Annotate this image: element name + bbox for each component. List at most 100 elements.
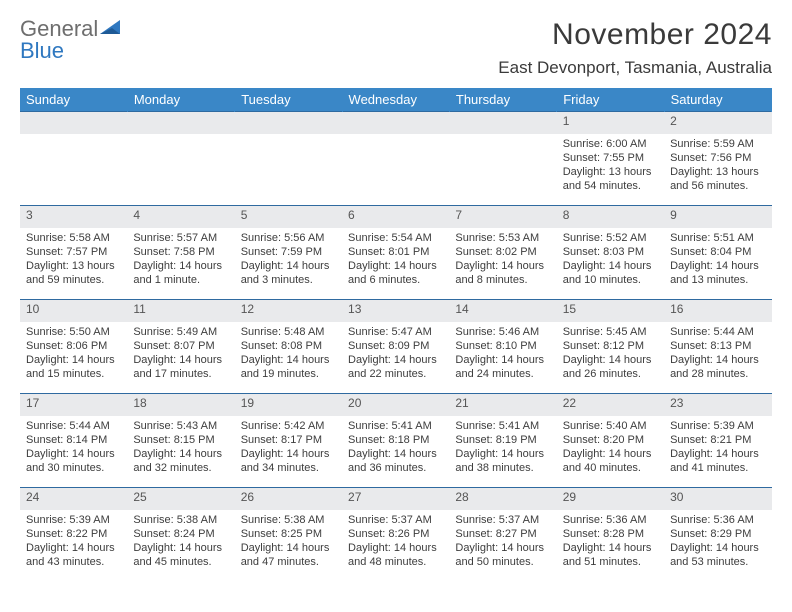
day-number: 20 [342,394,449,417]
sunset-text: Sunset: 8:12 PM [563,339,658,353]
day1-text: Daylight: 14 hours [348,259,443,273]
day1-text: Daylight: 14 hours [563,259,658,273]
day1-text: Daylight: 14 hours [455,259,550,273]
day1-text: Daylight: 14 hours [670,259,765,273]
day-cell: Sunrise: 5:44 AMSunset: 8:14 PMDaylight:… [20,416,127,488]
day-cell: Sunrise: 5:43 AMSunset: 8:15 PMDaylight:… [127,416,234,488]
day-cell: Sunrise: 5:37 AMSunset: 8:26 PMDaylight:… [342,510,449,581]
day1-text: Daylight: 14 hours [241,447,336,461]
day2-text: and 40 minutes. [563,461,658,475]
day1-text: Daylight: 14 hours [670,447,765,461]
sunrise-text: Sunrise: 5:49 AM [133,325,228,339]
day2-text: and 36 minutes. [348,461,443,475]
day-cell: Sunrise: 5:49 AMSunset: 8:07 PMDaylight:… [127,322,234,394]
sunrise-text: Sunrise: 5:54 AM [348,231,443,245]
sunset-text: Sunset: 7:58 PM [133,245,228,259]
day1-text: Daylight: 14 hours [26,541,121,555]
day-number: 11 [127,300,234,323]
daynum-row: 10111213141516 [20,300,772,323]
day1-text: Daylight: 14 hours [241,353,336,367]
day2-text: and 30 minutes. [26,461,121,475]
calendar-head: Sunday Monday Tuesday Wednesday Thursday… [20,88,772,112]
day2-text: and 10 minutes. [563,273,658,287]
day2-text: and 45 minutes. [133,555,228,569]
day-number: 30 [664,488,771,511]
daynum-row: 12 [20,112,772,135]
sunrise-text: Sunrise: 5:41 AM [348,419,443,433]
detail-row: Sunrise: 6:00 AMSunset: 7:55 PMDaylight:… [20,134,772,206]
sunrise-text: Sunrise: 5:41 AM [455,419,550,433]
day1-text: Daylight: 14 hours [455,541,550,555]
brand-logo: General Blue [20,18,124,62]
day-cell: Sunrise: 5:45 AMSunset: 8:12 PMDaylight:… [557,322,664,394]
sunset-text: Sunset: 8:13 PM [670,339,765,353]
day-cell: Sunrise: 5:40 AMSunset: 8:20 PMDaylight:… [557,416,664,488]
day1-text: Daylight: 14 hours [26,353,121,367]
sunset-text: Sunset: 8:22 PM [26,527,121,541]
sunrise-text: Sunrise: 5:38 AM [241,513,336,527]
sunrise-text: Sunrise: 5:57 AM [133,231,228,245]
day2-text: and 53 minutes. [670,555,765,569]
dayname: Tuesday [235,88,342,112]
sunrise-text: Sunrise: 5:37 AM [348,513,443,527]
daynum-row: 24252627282930 [20,488,772,511]
day2-text: and 34 minutes. [241,461,336,475]
day1-text: Daylight: 14 hours [133,259,228,273]
sunrise-text: Sunrise: 5:45 AM [563,325,658,339]
sunrise-text: Sunrise: 5:56 AM [241,231,336,245]
sunset-text: Sunset: 8:15 PM [133,433,228,447]
sunrise-text: Sunrise: 5:44 AM [26,419,121,433]
day-number: 24 [20,488,127,511]
day2-text: and 1 minute. [133,273,228,287]
day-cell: Sunrise: 5:52 AMSunset: 8:03 PMDaylight:… [557,228,664,300]
day-number [342,112,449,135]
detail-row: Sunrise: 5:39 AMSunset: 8:22 PMDaylight:… [20,510,772,581]
dayname: Friday [557,88,664,112]
day-number: 1 [557,112,664,135]
day2-text: and 54 minutes. [563,179,658,193]
day-number: 6 [342,206,449,229]
day-number: 26 [235,488,342,511]
detail-row: Sunrise: 5:50 AMSunset: 8:06 PMDaylight:… [20,322,772,394]
day-number: 8 [557,206,664,229]
day2-text: and 48 minutes. [348,555,443,569]
day1-text: Daylight: 14 hours [563,447,658,461]
day-number: 4 [127,206,234,229]
sunset-text: Sunset: 7:55 PM [563,151,658,165]
day1-text: Daylight: 14 hours [348,353,443,367]
day-cell: Sunrise: 5:51 AMSunset: 8:04 PMDaylight:… [664,228,771,300]
day-cell: Sunrise: 6:00 AMSunset: 7:55 PMDaylight:… [557,134,664,206]
day1-text: Daylight: 14 hours [241,541,336,555]
page-title: November 2024 [498,18,772,52]
sunrise-text: Sunrise: 5:38 AM [133,513,228,527]
day2-text: and 17 minutes. [133,367,228,381]
calendar-table: Sunday Monday Tuesday Wednesday Thursday… [20,88,772,581]
sail-icon [98,18,124,40]
day-cell: Sunrise: 5:36 AMSunset: 8:28 PMDaylight:… [557,510,664,581]
sunset-text: Sunset: 8:18 PM [348,433,443,447]
day-cell: Sunrise: 5:57 AMSunset: 7:58 PMDaylight:… [127,228,234,300]
sunrise-text: Sunrise: 5:48 AM [241,325,336,339]
location-label: East Devonport, Tasmania, Australia [498,58,772,78]
day1-text: Daylight: 14 hours [455,447,550,461]
day-cell: Sunrise: 5:59 AMSunset: 7:56 PMDaylight:… [664,134,771,206]
day1-text: Daylight: 13 hours [563,165,658,179]
sunrise-text: Sunrise: 5:39 AM [670,419,765,433]
day2-text: and 22 minutes. [348,367,443,381]
day-number [127,112,234,135]
day-number: 10 [20,300,127,323]
day-number: 16 [664,300,771,323]
sunset-text: Sunset: 8:09 PM [348,339,443,353]
day-cell: Sunrise: 5:39 AMSunset: 8:22 PMDaylight:… [20,510,127,581]
sunrise-text: Sunrise: 5:40 AM [563,419,658,433]
sunrise-text: Sunrise: 6:00 AM [563,137,658,151]
dayname: Wednesday [342,88,449,112]
day2-text: and 38 minutes. [455,461,550,475]
day2-text: and 28 minutes. [670,367,765,381]
day-cell [127,134,234,206]
day-number: 28 [449,488,556,511]
day2-text: and 51 minutes. [563,555,658,569]
day-number: 9 [664,206,771,229]
day-number: 25 [127,488,234,511]
sunset-text: Sunset: 8:27 PM [455,527,550,541]
